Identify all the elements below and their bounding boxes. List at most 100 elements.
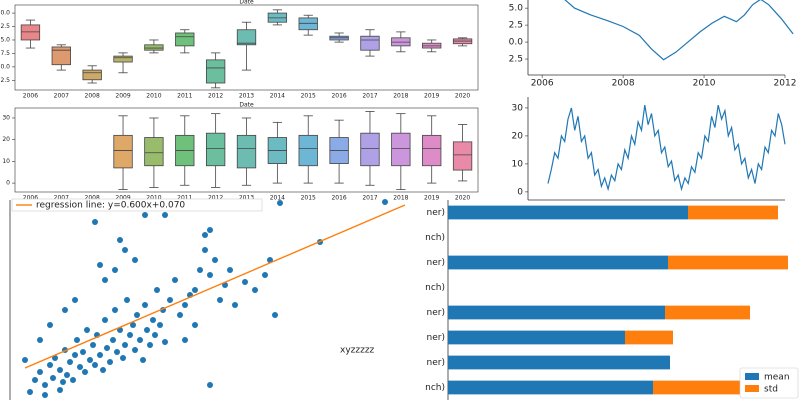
legend-label: mean (764, 373, 790, 383)
x-tick-label: 2012 (774, 79, 797, 89)
y-tick-label: ner) (427, 358, 445, 368)
bar (665, 305, 750, 320)
point (110, 337, 116, 343)
point (182, 302, 188, 308)
box (20, 24, 41, 41)
y-tick-label: 30 (2, 114, 10, 121)
point (122, 247, 128, 253)
point (37, 337, 43, 343)
y-tick-label: 0.0 (509, 38, 524, 48)
point (267, 257, 273, 263)
x-tick-label: 2017 (362, 93, 377, 100)
y-tick-label: 2.5 (509, 55, 523, 65)
x-tick-label: 2011 (177, 93, 192, 100)
point (207, 382, 213, 388)
x-tick-label: 2009 (115, 195, 130, 202)
x-axis-label: Date (239, 102, 254, 109)
x-tick-label: 2006 (531, 79, 554, 89)
x-tick-label: 2012 (208, 93, 223, 100)
point (144, 327, 150, 333)
legend-label: std (764, 385, 778, 395)
point (232, 302, 238, 308)
y-tick-label: ner) (427, 333, 445, 343)
bar (688, 205, 778, 220)
point (77, 364, 83, 370)
x-tick-label: 2017 (362, 195, 377, 202)
point (27, 389, 33, 395)
box (144, 44, 164, 51)
box (360, 35, 380, 51)
x-tick-label: 2015 (301, 93, 316, 100)
y-tick-label: nch) (425, 233, 445, 243)
point (64, 372, 70, 378)
point (97, 262, 103, 268)
point (90, 342, 96, 348)
y-tick-label: nch) (425, 383, 445, 393)
point (162, 212, 168, 218)
point (67, 359, 73, 365)
point (122, 342, 128, 348)
point (272, 312, 278, 318)
point (62, 307, 68, 313)
point (132, 347, 138, 353)
x-tick-label: 2018 (393, 93, 408, 100)
y-tick-label: 20 (2, 136, 10, 143)
point (97, 352, 103, 358)
bar (448, 355, 670, 370)
box (236, 29, 257, 46)
annotation: xyzzzzz (340, 346, 375, 356)
y-tick-label: 20 (512, 131, 524, 141)
point (57, 387, 63, 393)
x-tick-label: 2019 (424, 93, 439, 100)
legend-swatch (745, 373, 759, 380)
x-tick-label: 2013 (239, 93, 254, 100)
box (298, 17, 318, 31)
x-tick-label: 2007 (54, 195, 69, 202)
box (175, 32, 195, 47)
point (242, 279, 248, 285)
point (87, 357, 93, 363)
point (102, 317, 108, 323)
x-tick-label: 2014 (270, 195, 285, 202)
x-tick-label: 2006 (23, 195, 38, 202)
point (124, 297, 130, 303)
point (207, 227, 213, 233)
bar (448, 205, 688, 220)
y-tick-label: ner) (427, 258, 445, 268)
x-tick-label: 2012 (208, 195, 223, 202)
point (80, 349, 86, 355)
point (47, 362, 53, 368)
box (113, 134, 133, 169)
y-tick-label: ner) (427, 208, 445, 218)
point (262, 272, 268, 278)
point (134, 312, 140, 318)
point (102, 277, 108, 283)
box (51, 46, 71, 66)
y-tick-label: 2.5 (509, 21, 523, 31)
x-tick-label: 2008 (85, 93, 100, 100)
y-tick-label: ner) (427, 308, 445, 318)
x-tick-label: 2008 (612, 79, 635, 89)
point (127, 332, 133, 338)
point (142, 302, 148, 308)
bar (448, 305, 665, 320)
point (100, 367, 106, 373)
point (277, 200, 283, 206)
y-tick-label: 22.5 (0, 23, 10, 30)
y-tick-label: 32.5 (0, 77, 10, 84)
point (382, 199, 388, 205)
point (50, 375, 56, 381)
point (72, 352, 78, 358)
box (236, 134, 257, 169)
point (140, 357, 146, 363)
point (60, 379, 66, 385)
y-tick-label: 5.0 (509, 4, 524, 14)
point (162, 339, 168, 345)
x-tick-label: 2009 (115, 93, 130, 100)
point (152, 332, 158, 338)
x-tick-label: 2010 (146, 195, 161, 202)
point (227, 267, 233, 273)
point (157, 322, 163, 328)
x-tick-label: 2016 (331, 93, 346, 100)
y-tick-label: 30 (512, 103, 524, 113)
